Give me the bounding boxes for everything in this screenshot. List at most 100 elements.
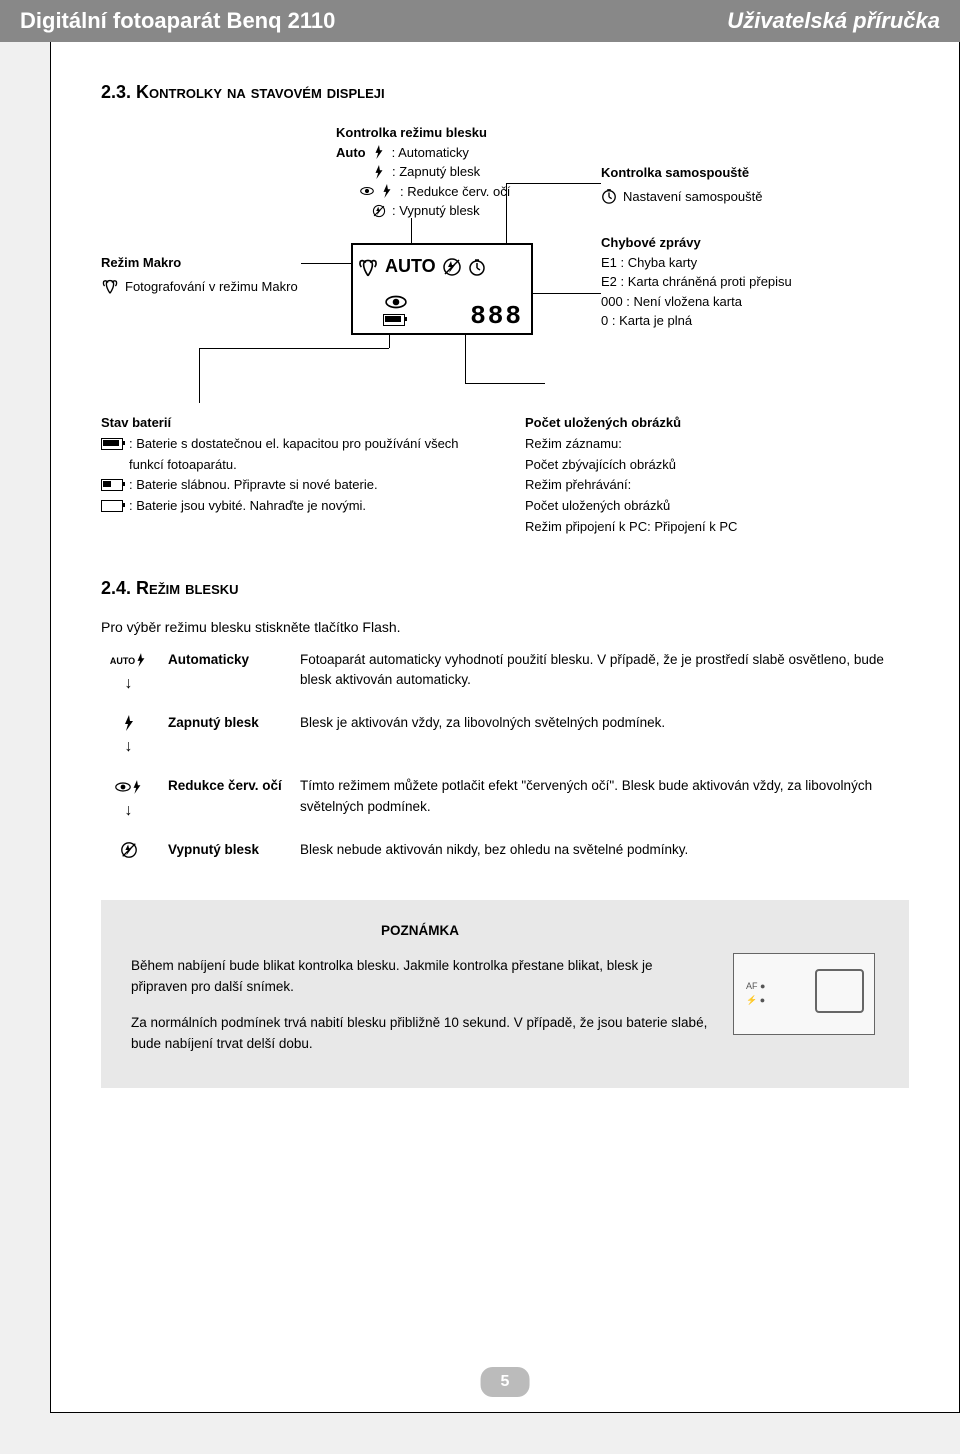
- auto-label: Auto: [336, 143, 366, 163]
- status-display-diagram: Kontrolka režimu blesku Auto : Automatic…: [101, 123, 909, 403]
- section-2-3-title: 2.3. Kontrolky na stavovém displeji: [101, 82, 909, 103]
- image-count-title: Počet uložených obrázků: [525, 413, 909, 434]
- battery-full-text: : Baterie s dostatečnou el. kapacitou pr…: [129, 434, 485, 476]
- eye-icon: [360, 184, 374, 198]
- flash-mode-table: Pro výběr režimu blesku stiskněte tlačít…: [101, 619, 909, 860]
- flash-indicator-title: Kontrolka režimu blesku: [336, 123, 596, 143]
- flash-mode-redeye-label: Redukce červ. očí: [168, 776, 288, 796]
- flash-mode-row-on: ↓ Zapnutý blesk Blesk je aktivován vždy,…: [101, 713, 909, 761]
- flash-mode-redeye-desc: Tímto režimem můžete potlačit efekt "čer…: [300, 776, 909, 817]
- auto-icon-label: AUTO: [110, 656, 135, 666]
- selftimer-callout: Kontrolka samospouště Nastavení samospou…: [601, 163, 901, 206]
- arrow-down-icon: ↓: [101, 799, 156, 823]
- selftimer-text: Nastavení samospouště: [623, 187, 762, 207]
- macro-title: Režim Makro: [101, 253, 301, 273]
- battery-imagecount-row: Stav baterií : Baterie s dostatečnou el.…: [101, 413, 909, 538]
- lcd-auto-text: AUTO: [385, 256, 436, 277]
- section-text: Režim blesku: [136, 578, 239, 598]
- flower-icon: [101, 277, 119, 295]
- flash-mode-auto-text: : Automaticky: [392, 143, 469, 163]
- timer-icon: [468, 258, 486, 276]
- flower-icon: [357, 256, 379, 278]
- section-number: 2.3.: [101, 82, 131, 102]
- camera-illustration: AF ● ⚡ ●: [729, 920, 879, 1068]
- imgcount-line-4: Počet uložených obrázků: [525, 496, 909, 517]
- flash-mode-on-text: : Zapnutý blesk: [392, 162, 480, 182]
- battery-empty-text: : Baterie jsou vybité. Nahraďte je novým…: [129, 496, 366, 517]
- header-title-left: Digitální fotoaparát Benq 2110: [20, 8, 335, 34]
- battery-title: Stav baterií: [101, 413, 485, 434]
- flash-off-icon: [120, 841, 138, 859]
- note-p2: Za normálních podmínek trvá nabití blesk…: [131, 1012, 709, 1055]
- flash-mode-off-desc: Blesk nebude aktivován nikdy, bez ohledu…: [300, 840, 909, 860]
- leader-line: [199, 348, 200, 403]
- flash-mode-redeye-text: : Redukce červ. očí: [400, 182, 510, 202]
- arrow-down-icon: ↓: [101, 672, 156, 696]
- timer-icon: [601, 187, 617, 205]
- note-box: POZNÁMKA Během nabíjení bude blikat kont…: [101, 900, 909, 1088]
- section-2-4-title: 2.4. Režim blesku: [101, 578, 909, 599]
- imgcount-line-3: Režim přehrávání:: [525, 475, 909, 496]
- flash-mode-off-text: : Vypnutý blesk: [392, 201, 480, 221]
- camera-lcd-icon: [815, 969, 864, 1013]
- battery-half-icon: [101, 479, 123, 491]
- flash-mode-row-auto: AUTO ↓ Automaticky Fotoaparát automatick…: [101, 650, 909, 698]
- flash-mode-row-off: Vypnutý blesk Blesk nebude aktivován nik…: [101, 840, 909, 860]
- leader-line: [521, 293, 601, 294]
- page-header: Digitální fotoaparát Benq 2110 Uživatels…: [0, 0, 960, 42]
- section-text: Kontrolky na stavovém displeji: [136, 82, 385, 102]
- flash-icon: [372, 165, 386, 179]
- imgcount-line-2: Počet zbývajících obrázků: [525, 455, 909, 476]
- note-p1: Během nabíjení bude blikat kontrolka ble…: [131, 955, 709, 998]
- flash-mode-auto-desc: Fotoaparát automaticky vyhodnotí použití…: [300, 650, 909, 691]
- flash-icon: [380, 184, 394, 198]
- arrow-down-icon: ↓: [101, 735, 156, 759]
- flash-mode-on-desc: Blesk je aktivován vždy, za libovolných …: [300, 713, 909, 733]
- page-number: 5: [481, 1367, 530, 1397]
- camera-af-label: AF ●: [746, 979, 765, 993]
- lcd-display: AUTO 888: [351, 243, 533, 335]
- imgcount-line-5: Režim připojení k PC: Připojení k PC: [525, 517, 909, 538]
- errors-callout: Chybové zprávy E1 : Chyba karty E2 : Kar…: [601, 233, 921, 331]
- error-000: 000 : Není vložena karta: [601, 292, 921, 312]
- image-count-col: Počet uložených obrázků Režim záznamu: P…: [525, 413, 909, 538]
- error-e1: E1 : Chyba karty: [601, 253, 921, 273]
- flash-icon: [135, 653, 147, 667]
- flash-mode-row-redeye: ↓ Redukce červ. očí Tímto režimem můžete…: [101, 776, 909, 824]
- leader-line: [521, 183, 601, 184]
- error-0: 0 : Karta je plná: [601, 311, 921, 331]
- section-number: 2.4.: [101, 578, 131, 598]
- leader-line: [506, 183, 507, 248]
- flash-off-icon: [442, 257, 462, 277]
- note-title: POZNÁMKA: [131, 920, 709, 942]
- header-title-right: Uživatelská příručka: [727, 8, 940, 34]
- flash-mode-off-label: Vypnutý blesk: [168, 840, 288, 860]
- flash-off-icon: [372, 204, 386, 218]
- selftimer-title: Kontrolka samospouště: [601, 163, 901, 183]
- macro-callout: Režim Makro Fotografování v režimu Makro: [101, 253, 301, 296]
- macro-text: Fotografování v režimu Makro: [125, 277, 298, 297]
- flash-mode-intro: Pro výběr režimu blesku stiskněte tlačít…: [101, 619, 909, 635]
- battery-full-icon: [101, 438, 123, 450]
- battery-status-col: Stav baterií : Baterie s dostatečnou el.…: [101, 413, 485, 538]
- page-content: 2.3. Kontrolky na stavovém displeji Kont…: [50, 42, 960, 1413]
- flash-icon: [122, 715, 136, 731]
- camera-flash-label: ⚡ ●: [746, 993, 765, 1007]
- imgcount-line-1: Režim záznamu:: [525, 434, 909, 455]
- battery-full-icon: [383, 314, 405, 326]
- eye-icon: [385, 295, 407, 309]
- errors-title: Chybové zprávy: [601, 233, 921, 253]
- flash-icon: [372, 145, 386, 159]
- flash-mode-on-label: Zapnutý blesk: [168, 713, 288, 733]
- leader-line: [301, 263, 356, 264]
- lcd-digits: 888: [470, 301, 523, 331]
- error-e2: E2 : Karta chráněná proti přepisu: [601, 272, 921, 292]
- battery-empty-icon: [101, 500, 123, 512]
- flash-icon: [131, 780, 143, 794]
- eye-icon: [115, 782, 131, 792]
- leader-line: [506, 183, 521, 184]
- leader-line: [465, 383, 545, 384]
- leader-line: [199, 348, 389, 349]
- flash-indicator-callout: Kontrolka režimu blesku Auto : Automatic…: [336, 123, 596, 221]
- battery-weak-text: : Baterie slábnou. Připravte si nové bat…: [129, 475, 378, 496]
